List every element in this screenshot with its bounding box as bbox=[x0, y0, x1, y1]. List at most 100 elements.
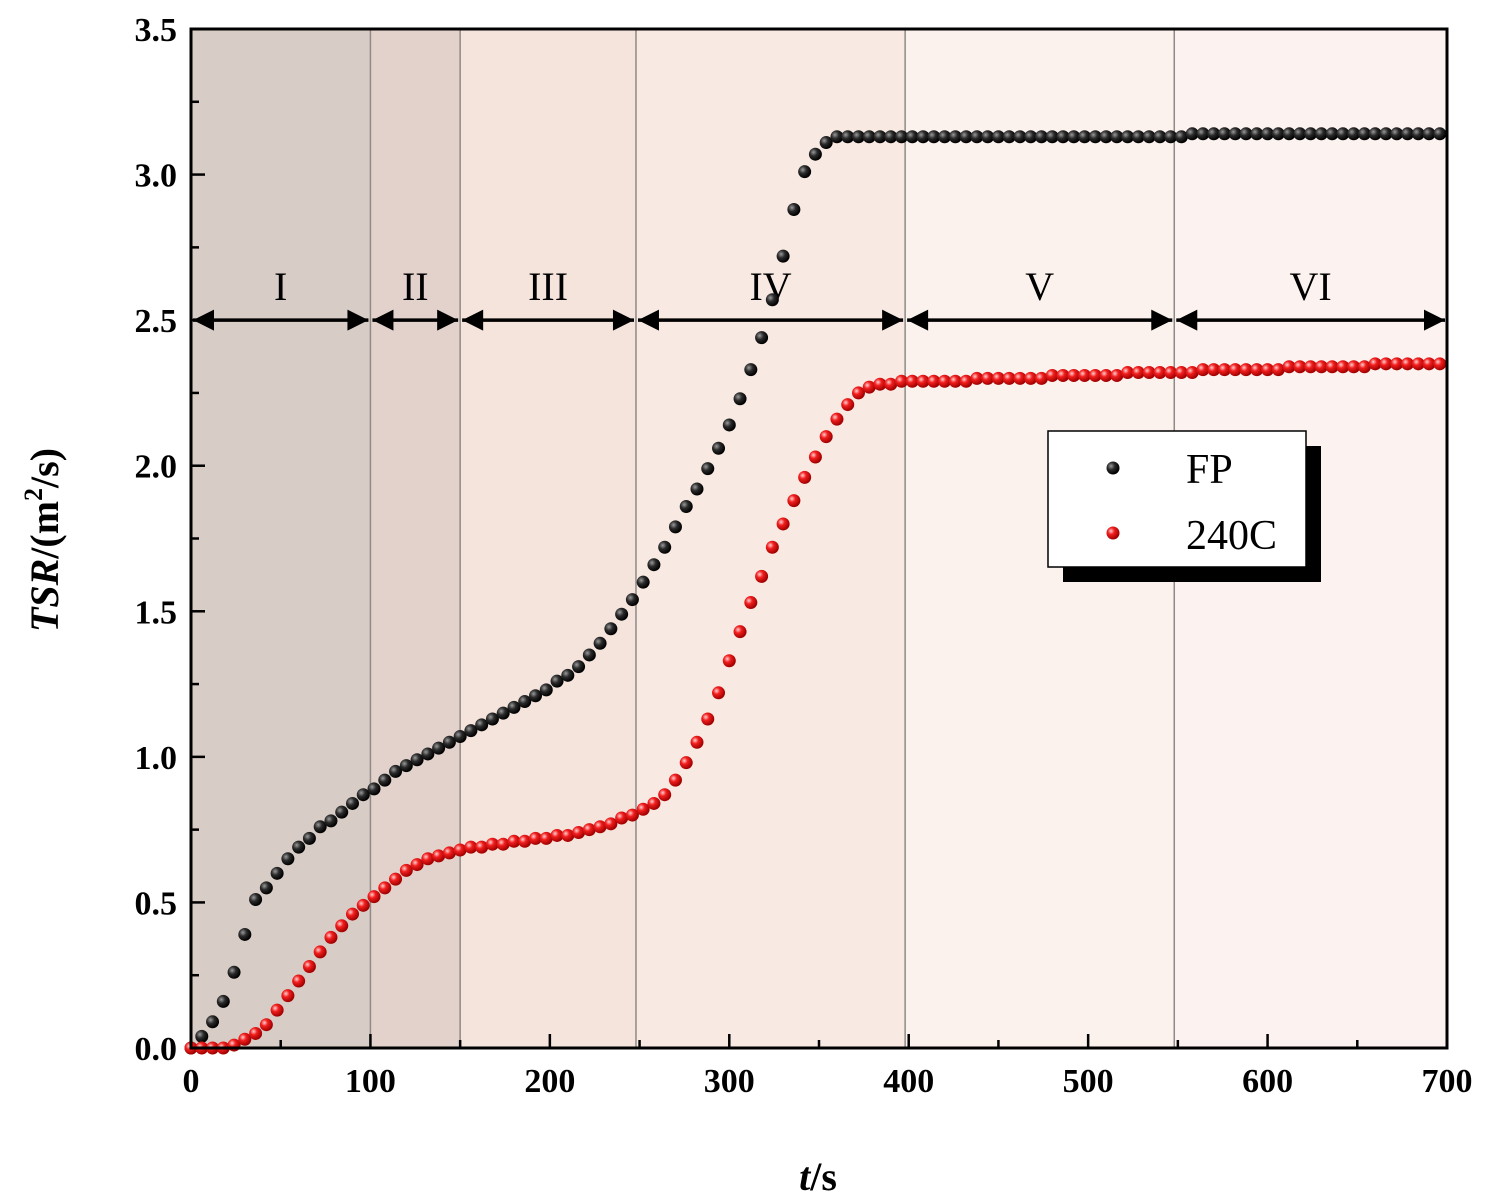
data-point-240c bbox=[539, 831, 553, 845]
data-point-fp bbox=[647, 558, 661, 572]
data-point-fp bbox=[1261, 127, 1275, 141]
data-point-fp bbox=[744, 363, 758, 377]
data-point-240c bbox=[550, 828, 564, 842]
x-axis-title: t/s bbox=[799, 1154, 837, 1199]
data-point-240c bbox=[916, 374, 930, 388]
data-point-fp bbox=[367, 782, 381, 796]
data-point-fp bbox=[593, 636, 607, 650]
x-tick-label: 400 bbox=[883, 1063, 934, 1100]
data-point-240c bbox=[722, 654, 736, 668]
data-point-240c bbox=[905, 374, 919, 388]
x-tick-label: 0 bbox=[183, 1063, 200, 1100]
data-point-fp bbox=[1196, 127, 1210, 141]
stage-labels: I II III IV V VI bbox=[274, 264, 1332, 309]
data-point-240c bbox=[927, 374, 941, 388]
y-tick-label: 1.5 bbox=[135, 594, 178, 631]
data-point-fp bbox=[378, 773, 392, 787]
data-point-fp bbox=[970, 130, 984, 144]
data-point-fp bbox=[410, 753, 424, 767]
data-point-fp bbox=[798, 165, 812, 179]
legend-marker-fp bbox=[1106, 461, 1120, 475]
data-point-240c bbox=[776, 517, 790, 531]
data-point-fp bbox=[518, 695, 532, 709]
data-point-fp bbox=[1336, 127, 1350, 141]
data-point-240c bbox=[259, 1018, 273, 1032]
data-point-fp bbox=[884, 130, 898, 144]
data-point-240c bbox=[1250, 363, 1264, 377]
data-point-fp bbox=[625, 593, 639, 607]
data-point-240c bbox=[862, 380, 876, 394]
data-point-fp bbox=[1099, 130, 1113, 144]
data-point-240c bbox=[1304, 360, 1318, 374]
data-point-240c bbox=[1174, 366, 1188, 380]
data-point-240c bbox=[658, 788, 672, 802]
data-point-fp bbox=[1239, 127, 1253, 141]
data-point-fp bbox=[1174, 130, 1188, 144]
data-point-fp bbox=[851, 130, 865, 144]
data-point-240c bbox=[378, 881, 392, 895]
data-point-fp bbox=[1228, 127, 1242, 141]
data-point-240c bbox=[991, 371, 1005, 385]
data-point-240c bbox=[1153, 366, 1167, 380]
data-point-240c bbox=[819, 430, 833, 444]
data-point-fp bbox=[1357, 127, 1371, 141]
stage-divider-lines bbox=[369, 29, 1176, 1048]
data-point-240c bbox=[970, 371, 984, 385]
data-point-240c bbox=[1131, 366, 1145, 380]
y-tick-label: 1.0 bbox=[135, 740, 178, 777]
data-point-240c bbox=[841, 398, 855, 412]
svg-text:TSR/(m2/s): TSR/(m2/s) bbox=[19, 448, 67, 632]
data-point-240c bbox=[518, 834, 532, 848]
data-point-fp bbox=[1013, 130, 1027, 144]
data-point-fp bbox=[1422, 127, 1436, 141]
data-point-240c bbox=[604, 817, 618, 831]
data-point-240c bbox=[1368, 357, 1382, 371]
data-point-240c bbox=[1261, 363, 1275, 377]
data-point-240c bbox=[399, 863, 413, 877]
data-point-fp bbox=[475, 718, 489, 732]
data-point-fp bbox=[690, 482, 704, 496]
data-point-fp bbox=[550, 674, 564, 688]
data-point-fp bbox=[895, 130, 909, 144]
data-point-240c bbox=[1196, 363, 1210, 377]
y-tick-label: 3.5 bbox=[135, 12, 178, 49]
stage-band-4 bbox=[635, 29, 906, 1048]
data-point-fp bbox=[1304, 127, 1318, 141]
data-point-240c bbox=[410, 858, 424, 872]
data-point-240c bbox=[1293, 360, 1307, 374]
data-point-240c bbox=[1390, 357, 1404, 371]
stage-label-1: I bbox=[274, 264, 287, 309]
data-point-240c bbox=[356, 898, 370, 912]
data-point-240c bbox=[712, 686, 726, 700]
data-point-240c bbox=[1185, 366, 1199, 380]
data-point-fp bbox=[281, 852, 295, 866]
data-point-fp bbox=[216, 994, 230, 1008]
data-point-fp bbox=[442, 735, 456, 749]
data-point-240c bbox=[1067, 368, 1081, 382]
data-point-240c bbox=[1325, 360, 1339, 374]
data-point-240c bbox=[701, 712, 715, 726]
data-point-fp bbox=[1314, 127, 1328, 141]
data-point-fp bbox=[916, 130, 930, 144]
data-point-fp bbox=[496, 706, 510, 720]
data-point-fp bbox=[313, 820, 327, 834]
legend-label-240c: 240C bbox=[1186, 513, 1277, 559]
data-point-240c bbox=[1411, 357, 1425, 371]
data-point-240c bbox=[496, 837, 510, 851]
data-point-fp bbox=[679, 499, 693, 513]
data-point-fp bbox=[1002, 130, 1016, 144]
data-point-240c bbox=[238, 1032, 252, 1046]
data-point-fp bbox=[787, 203, 801, 217]
data-point-fp bbox=[335, 805, 349, 819]
data-point-240c bbox=[1099, 368, 1113, 382]
data-point-fp bbox=[938, 130, 952, 144]
data-point-240c bbox=[1282, 360, 1296, 374]
data-point-fp bbox=[561, 668, 575, 682]
data-point-fp bbox=[1390, 127, 1404, 141]
data-point-240c bbox=[690, 735, 704, 749]
data-point-240c bbox=[1088, 368, 1102, 382]
data-point-240c bbox=[1110, 368, 1124, 382]
data-point-fp bbox=[1164, 130, 1178, 144]
data-point-240c bbox=[421, 852, 435, 866]
